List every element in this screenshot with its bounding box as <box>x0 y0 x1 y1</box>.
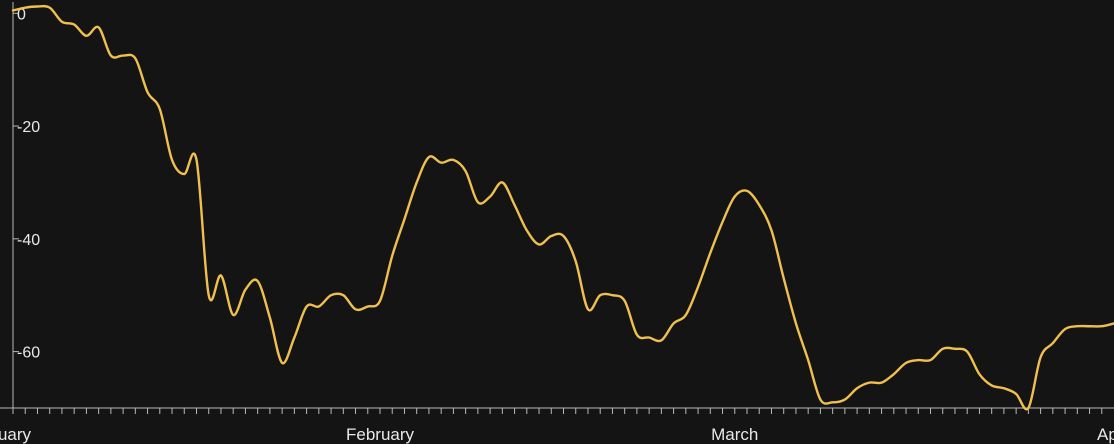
y-ticks: 0 -20 -40 -60 <box>13 6 40 362</box>
y-tick-label: -60 <box>17 345 40 362</box>
x-tick-label: April <box>1097 425 1114 444</box>
y-tick-label: 0 <box>17 6 26 23</box>
x-minor-ticks <box>12 408 1103 414</box>
x-tick-labels: January February March April <box>0 425 1114 444</box>
series-line <box>11 4 1114 411</box>
x-tick-label: February <box>346 425 415 444</box>
y-tick-label: -40 <box>17 232 40 249</box>
axes <box>0 2 1114 409</box>
series-layer <box>11 4 1114 411</box>
y-tick-label: -20 <box>17 119 40 136</box>
x-tick-label: January <box>0 425 32 444</box>
x-tick-label: March <box>711 425 758 444</box>
